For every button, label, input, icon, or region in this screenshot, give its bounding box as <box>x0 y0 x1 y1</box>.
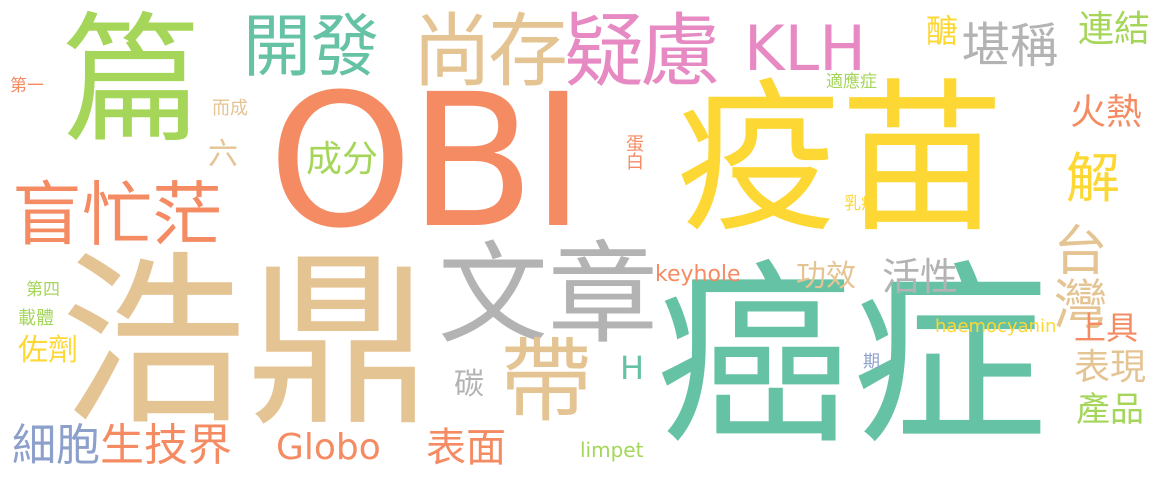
word-mei: 醣 <box>921 14 959 46</box>
word-globo: Globo <box>276 427 381 468</box>
word-carrier: 載體 <box>18 308 54 329</box>
word-limpet: limpet <box>580 438 644 462</box>
word-mangmang: 盲忙茫 <box>12 174 222 256</box>
word-protein: 蛋白 <box>623 134 644 170</box>
word-article: 文章 <box>438 231 658 359</box>
word-develop: 開發 <box>243 8 380 87</box>
word-taiwan: 台灣 <box>1044 222 1107 330</box>
word-jie: 解 <box>1066 147 1120 210</box>
word-fourth: 第四 <box>26 280 60 300</box>
word-activity: 活性 <box>882 255 959 299</box>
word-haoding: 浩鼎 <box>60 234 433 451</box>
word-doubt: 尚存疑慮 <box>412 5 720 98</box>
word-huore: 火熱 <box>1070 92 1143 133</box>
word-pian: 篇 <box>62 0 203 163</box>
word-shiyingzheng: 適應症 <box>826 72 877 92</box>
word-adjuvant: 佐劑 <box>18 333 78 368</box>
word-dai: 帶 <box>500 328 593 435</box>
word-carbon: 碳 <box>454 367 484 402</box>
word-ercheng: 而成 <box>212 98 248 119</box>
word-products: 產品 <box>1076 390 1144 430</box>
word-first: 第一 <box>10 76 44 96</box>
word-cancer: 癌症 <box>656 244 1049 472</box>
word-liu: 六 <box>208 137 238 172</box>
word-lianjie: 連結 <box>1078 9 1151 50</box>
word-gongxiao: 功效 <box>796 259 856 294</box>
word-keyhole: keyhole <box>655 262 741 287</box>
word-h: H <box>620 349 645 387</box>
word-breastcancer: 乳癌 <box>844 194 878 214</box>
word-biotech: 生技界 <box>100 420 232 471</box>
word-period: 期 <box>859 352 879 369</box>
word-biaoxian: 表現 <box>1074 347 1147 388</box>
word-shangju: 上具 <box>1074 309 1139 347</box>
word-cells: 細胞 <box>12 420 100 471</box>
word-haemocyanin: haemocyanin <box>935 316 1057 337</box>
word-surface: 表面 <box>426 425 506 471</box>
word-ingredient: 成分 <box>306 139 379 180</box>
word-vaccine: 疫苗 <box>676 64 1005 255</box>
word-obi: OBI <box>268 55 585 269</box>
word-klh: KLH <box>744 12 866 85</box>
word-kancheng: 堪稱 <box>962 18 1059 74</box>
